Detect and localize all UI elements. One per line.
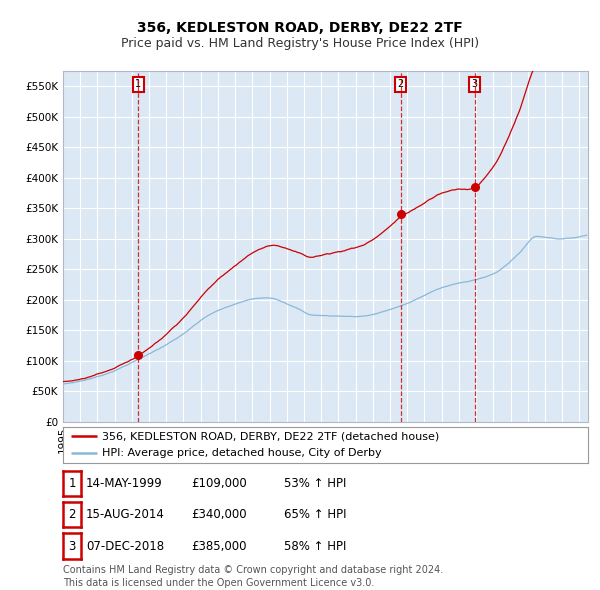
Text: 3: 3 [68, 539, 76, 553]
Text: 14-MAY-1999: 14-MAY-1999 [86, 477, 163, 490]
Text: 1: 1 [68, 477, 76, 490]
Text: 2: 2 [68, 508, 76, 522]
Text: Price paid vs. HM Land Registry's House Price Index (HPI): Price paid vs. HM Land Registry's House … [121, 37, 479, 50]
Text: Contains HM Land Registry data © Crown copyright and database right 2024.
This d: Contains HM Land Registry data © Crown c… [63, 565, 443, 588]
Text: HPI: Average price, detached house, City of Derby: HPI: Average price, detached house, City… [103, 448, 382, 458]
Text: 356, KEDLESTON ROAD, DERBY, DE22 2TF: 356, KEDLESTON ROAD, DERBY, DE22 2TF [137, 21, 463, 35]
Text: £385,000: £385,000 [191, 539, 246, 553]
Text: 65% ↑ HPI: 65% ↑ HPI [284, 508, 346, 522]
Text: 2: 2 [398, 79, 404, 89]
Text: 53% ↑ HPI: 53% ↑ HPI [284, 477, 346, 490]
Text: 15-AUG-2014: 15-AUG-2014 [86, 508, 164, 522]
Text: 1: 1 [135, 79, 141, 89]
Text: £340,000: £340,000 [191, 508, 247, 522]
Text: 356, KEDLESTON ROAD, DERBY, DE22 2TF (detached house): 356, KEDLESTON ROAD, DERBY, DE22 2TF (de… [103, 431, 440, 441]
Text: 07-DEC-2018: 07-DEC-2018 [86, 539, 164, 553]
Text: 3: 3 [472, 79, 478, 89]
Text: 58% ↑ HPI: 58% ↑ HPI [284, 539, 346, 553]
Text: £109,000: £109,000 [191, 477, 247, 490]
